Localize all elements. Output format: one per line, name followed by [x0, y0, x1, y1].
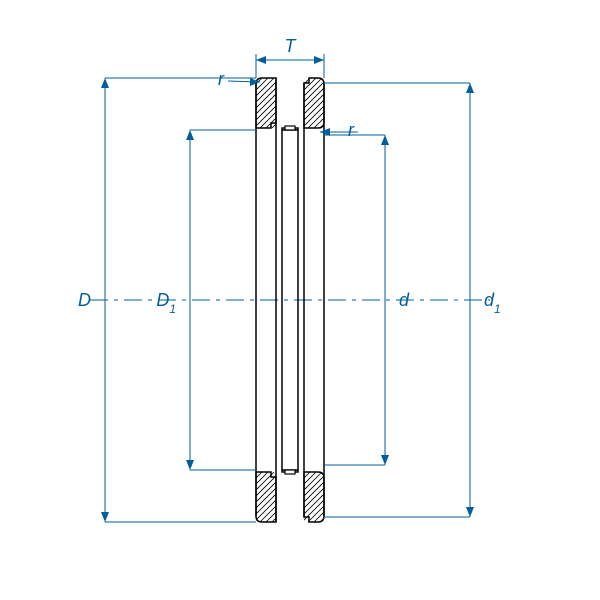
dim-d-label: d [399, 290, 410, 310]
dim-r_right-label: r [348, 120, 355, 140]
dim-D-label: D [78, 290, 91, 310]
dim-d1-label: d1 [484, 290, 501, 316]
roller-end [285, 126, 295, 130]
dim-D1-label: D1 [156, 290, 176, 316]
dim-r_left-label: r [218, 69, 225, 89]
roller-end [285, 470, 295, 474]
dim-T-label: T [285, 36, 298, 56]
